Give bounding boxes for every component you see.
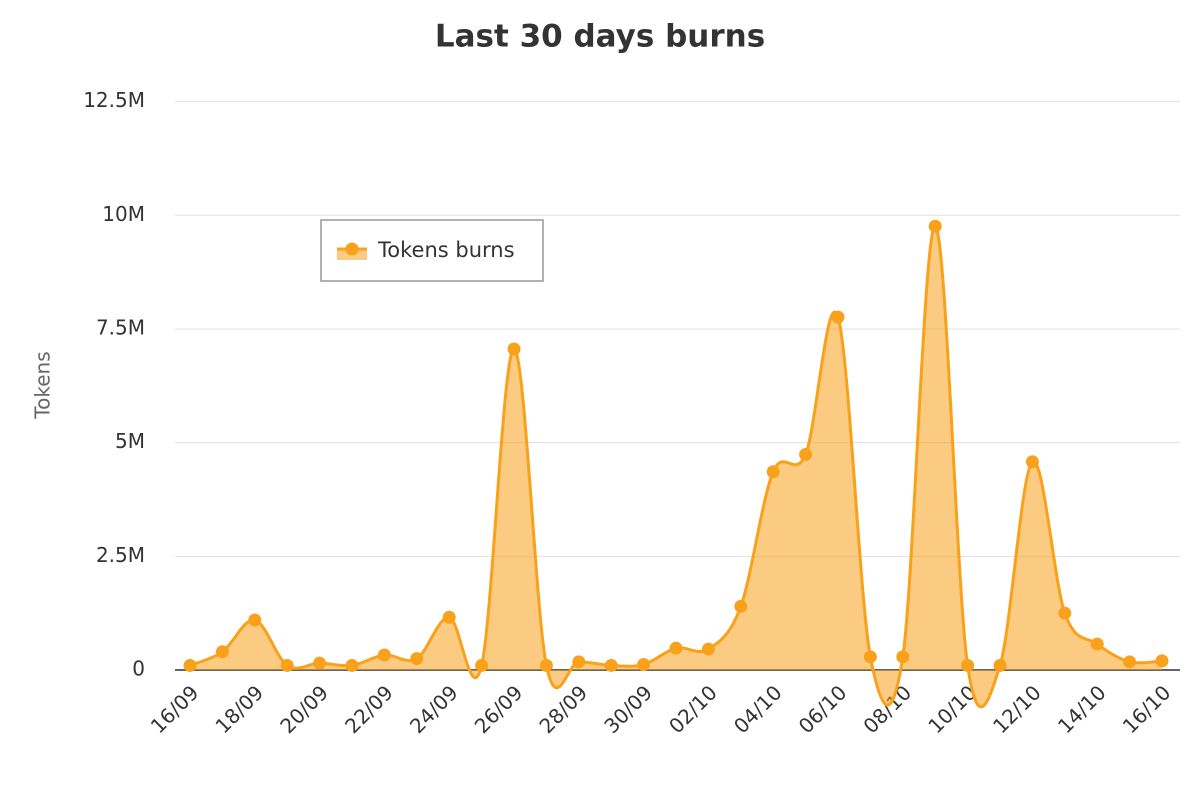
x-tick-label: 28/09 — [534, 680, 592, 738]
point — [215, 645, 229, 659]
point — [377, 648, 391, 662]
point — [961, 658, 975, 672]
point — [766, 465, 780, 479]
point — [637, 658, 651, 672]
point — [410, 652, 424, 666]
y-tick-label: 0 — [132, 657, 145, 681]
point — [1123, 655, 1137, 669]
point — [831, 310, 845, 324]
point — [896, 650, 910, 664]
chart-title: Last 30 days burns — [435, 19, 765, 55]
legend: Tokens burns — [320, 219, 544, 282]
point — [669, 641, 683, 655]
point — [183, 658, 197, 672]
x-tick-label: 16/10 — [1118, 680, 1176, 738]
point — [345, 658, 359, 672]
point — [248, 613, 262, 627]
legend-label: Tokens burns — [377, 238, 515, 262]
point — [507, 342, 521, 356]
x-tick-label: 22/09 — [340, 680, 398, 738]
point — [1025, 455, 1039, 469]
x-tick-label: 24/09 — [405, 680, 463, 738]
x-tick-label: 06/10 — [794, 680, 852, 738]
y-tick-label: 2.5M — [96, 543, 145, 567]
point — [734, 599, 748, 613]
area — [190, 226, 1162, 707]
x-tick-label: 02/10 — [664, 680, 722, 738]
y-tick-label: 7.5M — [96, 315, 145, 339]
y-tick-label: 5M — [115, 429, 145, 453]
point — [863, 650, 877, 664]
point — [280, 658, 294, 672]
legend-marker — [345, 242, 359, 256]
point — [1058, 606, 1072, 620]
x-tick-label: 20/09 — [275, 680, 333, 738]
x-tick-label: 12/10 — [988, 680, 1046, 738]
x-tick-label: 18/09 — [210, 680, 268, 738]
x-tick-label: 16/09 — [146, 680, 204, 738]
point — [1090, 637, 1104, 651]
point — [442, 610, 456, 624]
point — [539, 658, 553, 672]
x-tick-label: 04/10 — [729, 680, 787, 738]
point — [701, 642, 715, 656]
point — [799, 447, 813, 461]
y-tick-label: 12.5M — [83, 88, 145, 112]
point — [1155, 654, 1169, 668]
y-axis-title: Tokens — [31, 351, 55, 419]
x-tick-label: 30/09 — [599, 680, 657, 738]
point — [572, 655, 586, 669]
y-tick-label: 10M — [102, 202, 145, 226]
point — [604, 658, 618, 672]
point — [928, 219, 942, 233]
point — [993, 658, 1007, 672]
point — [313, 656, 327, 670]
x-tick-label: 14/10 — [1053, 680, 1111, 738]
x-tick-label: 26/09 — [470, 680, 528, 738]
point — [475, 658, 489, 672]
